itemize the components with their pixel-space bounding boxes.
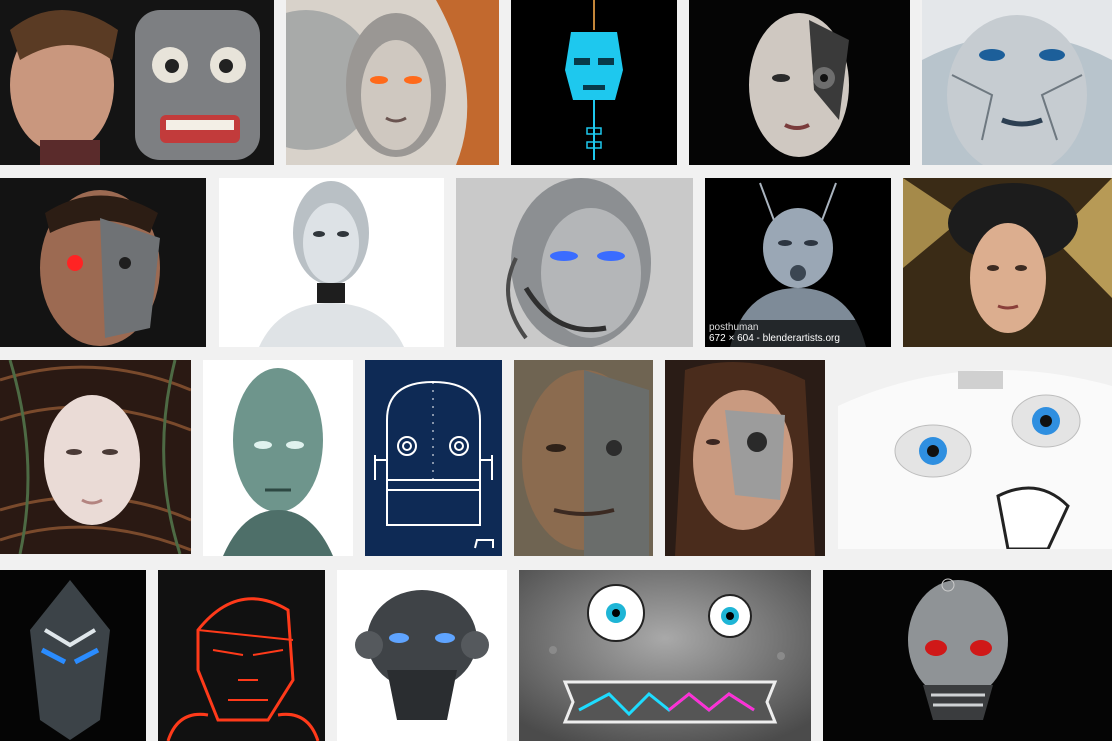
robotic-face-makeup-woman-image xyxy=(665,360,825,556)
result-image-18[interactable] xyxy=(158,570,325,741)
green-alien-android-image xyxy=(203,360,353,556)
cracked-porcelain-cyborg-face-image xyxy=(689,0,910,165)
result-image-13[interactable] xyxy=(365,360,502,556)
result-image-12[interactable] xyxy=(203,360,353,556)
image-info-overlay: posthuman 672 × 604 - blenderartists.org xyxy=(705,320,891,347)
result-image-9[interactable]: posthuman 672 × 604 - blenderartists.org xyxy=(705,178,891,347)
result-image-17[interactable] xyxy=(0,570,146,741)
line-art-robot-head-image xyxy=(365,360,502,556)
result-image-1[interactable] xyxy=(0,0,274,165)
result-image-4[interactable] xyxy=(689,0,910,165)
result-image-11[interactable] xyxy=(0,360,191,554)
red-neon-wireframe-head-image xyxy=(158,570,325,741)
cyan-tiki-robot-mask-image xyxy=(511,0,677,165)
white-haired-android-woman-image xyxy=(922,0,1112,165)
image-title: posthuman xyxy=(709,322,887,333)
result-image-10[interactable] xyxy=(903,178,1112,347)
chrome-android-blue-eyes-image xyxy=(456,178,693,347)
human-and-mechanical-face-image xyxy=(0,0,274,165)
result-image-15[interactable] xyxy=(665,360,825,556)
ornate-silver-cyborg-woman-image xyxy=(286,0,499,165)
result-image-20[interactable] xyxy=(519,570,811,741)
blue-glowing-tribal-mask-image xyxy=(0,570,146,741)
white-humanoid-robot-image xyxy=(219,178,444,347)
cartoon-white-robot-blue-eyes-image xyxy=(838,366,1112,549)
result-image-6[interactable] xyxy=(0,178,206,347)
grey-robot-face-zigzag-mouth-image xyxy=(519,570,811,741)
result-image-21[interactable] xyxy=(823,570,1112,741)
man-with-red-robotic-eye-image xyxy=(0,178,206,347)
result-image-2[interactable] xyxy=(286,0,499,165)
mask-in-wire-nest-image xyxy=(0,360,191,554)
result-image-16[interactable] xyxy=(838,366,1112,549)
gold-cable-headed-woman-image xyxy=(903,178,1112,347)
half-terminator-painting-image xyxy=(514,360,653,556)
result-image-19[interactable] xyxy=(337,570,507,741)
mechanical-robot-helmet-image xyxy=(337,570,507,741)
result-image-7[interactable] xyxy=(219,178,444,347)
terminator-endoskeleton-skull-image xyxy=(823,570,1112,741)
result-image-5[interactable] xyxy=(922,0,1112,165)
result-image-3[interactable] xyxy=(511,0,677,165)
result-image-8[interactable] xyxy=(456,178,693,347)
image-dimensions-source: 672 × 604 - blenderartists.org xyxy=(709,333,887,344)
result-image-14[interactable] xyxy=(514,360,653,556)
